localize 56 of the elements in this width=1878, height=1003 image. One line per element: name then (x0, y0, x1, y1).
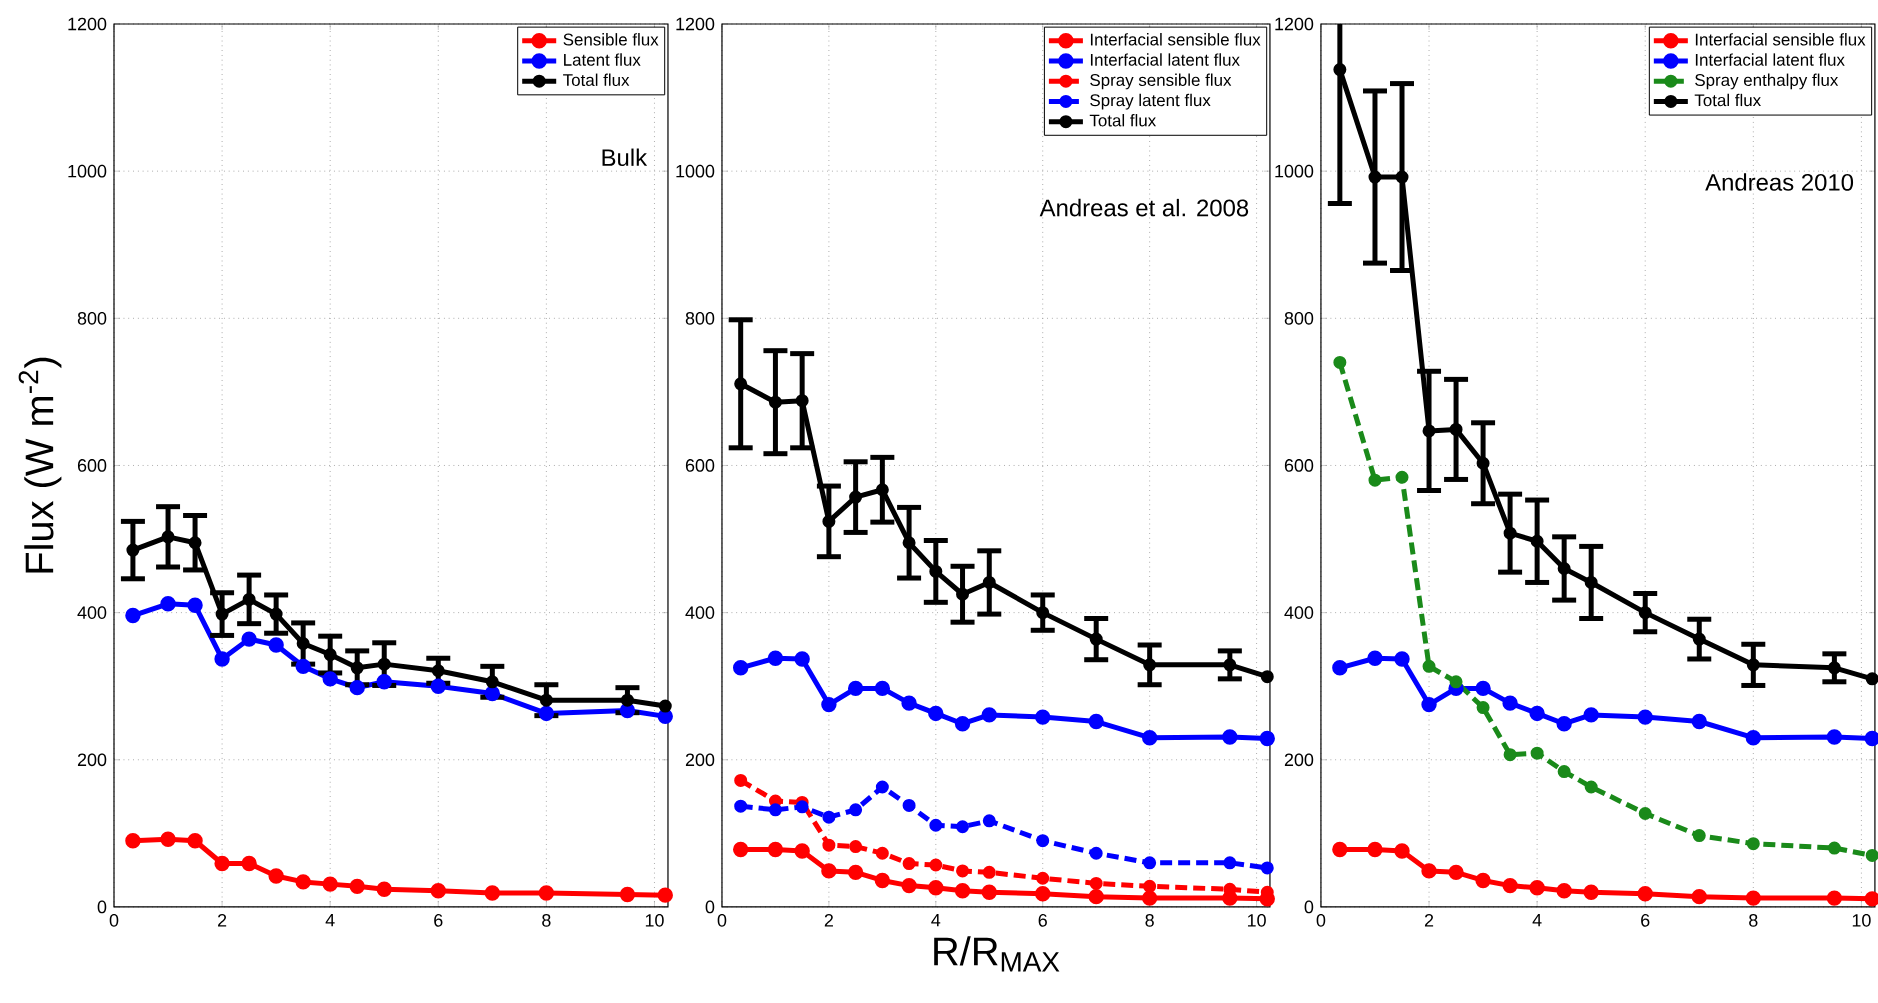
x-axis-title: R/R$_{MAX}$ (934, 936, 1060, 972)
y-tick-label: 800 (77, 311, 107, 325)
annotation: Andreas 2010 (1705, 173, 1854, 191)
y-tick-label: 1200 (1275, 17, 1314, 31)
x-tick-label: 0 (717, 914, 727, 927)
x-tick-label: 6 (1641, 914, 1650, 927)
x-tick-label: 8 (542, 914, 551, 927)
y-tick-label: 800 (685, 311, 715, 325)
x-tick-label: 2 (824, 914, 833, 927)
y-tick-label: 200 (685, 753, 715, 767)
y-tick-label: 0 (1304, 900, 1314, 914)
legend-label: Interfacial latent flux (1090, 53, 1240, 66)
y-tick-label: 1200 (68, 17, 107, 31)
x-tick-label: 10 (1852, 914, 1871, 927)
y-tick-label: 1200 (676, 17, 715, 31)
legend-label: Interfacial sensible flux (1695, 33, 1866, 46)
x-tick-label: 0 (1316, 914, 1326, 927)
x-tick-label: 8 (1145, 914, 1154, 927)
y-tick-label: 0 (705, 900, 715, 914)
y-tick-label: 1000 (676, 164, 715, 178)
legend-label: Sensible flux (563, 33, 659, 46)
legend-label: Interfacial sensible flux (1090, 33, 1261, 46)
y-tick-label: 400 (1284, 606, 1314, 620)
legend-label: Total flux (1694, 93, 1761, 107)
x-tick-label: 4 (1532, 914, 1542, 927)
legend-label: Spray latent flux (1090, 93, 1211, 110)
legend-label: Latent flux (564, 53, 641, 66)
y-tick-label: 400 (77, 606, 107, 620)
y-tick-label: 200 (1284, 753, 1314, 767)
x-tick-label: 8 (1749, 914, 1758, 927)
legend-label: Interfacial latent flux (1695, 53, 1845, 66)
x-tick-label: 4 (931, 914, 941, 927)
x-tick-label: 10 (1247, 914, 1266, 927)
x-tick-label: 10 (645, 914, 664, 927)
legend-label: Spray sensible flux (1090, 73, 1232, 90)
y-tick-label: 800 (1284, 311, 1314, 325)
y-axis-title: Flux (W m$^{-2}$) (18, 357, 62, 573)
x-tick-label: 0 (109, 914, 119, 927)
x-tick-label: 2 (1424, 914, 1434, 927)
y-tick-label: 0 (97, 900, 107, 914)
y-tick-label: 200 (77, 753, 107, 767)
x-tick-label: 6 (1038, 914, 1047, 927)
annotation: Andreas et al. 2008 (1039, 198, 1249, 217)
y-tick-label: 600 (77, 459, 107, 472)
y-tick-label: 600 (685, 459, 715, 472)
y-tick-label: 600 (1284, 459, 1314, 472)
x-tick-label: 6 (434, 914, 443, 927)
annotation: Bulk (602, 148, 648, 167)
legend-label: Total flux (1089, 114, 1157, 127)
y-tick-label: 400 (685, 606, 715, 620)
x-tick-label: 2 (218, 914, 227, 927)
legend-label: Total flux (563, 73, 630, 87)
y-tick-label: 1000 (68, 164, 107, 178)
y-tick-label: 1000 (1275, 164, 1314, 178)
x-tick-label: 4 (325, 914, 335, 927)
legend-label: Spray enthalpy flux (1695, 73, 1839, 90)
